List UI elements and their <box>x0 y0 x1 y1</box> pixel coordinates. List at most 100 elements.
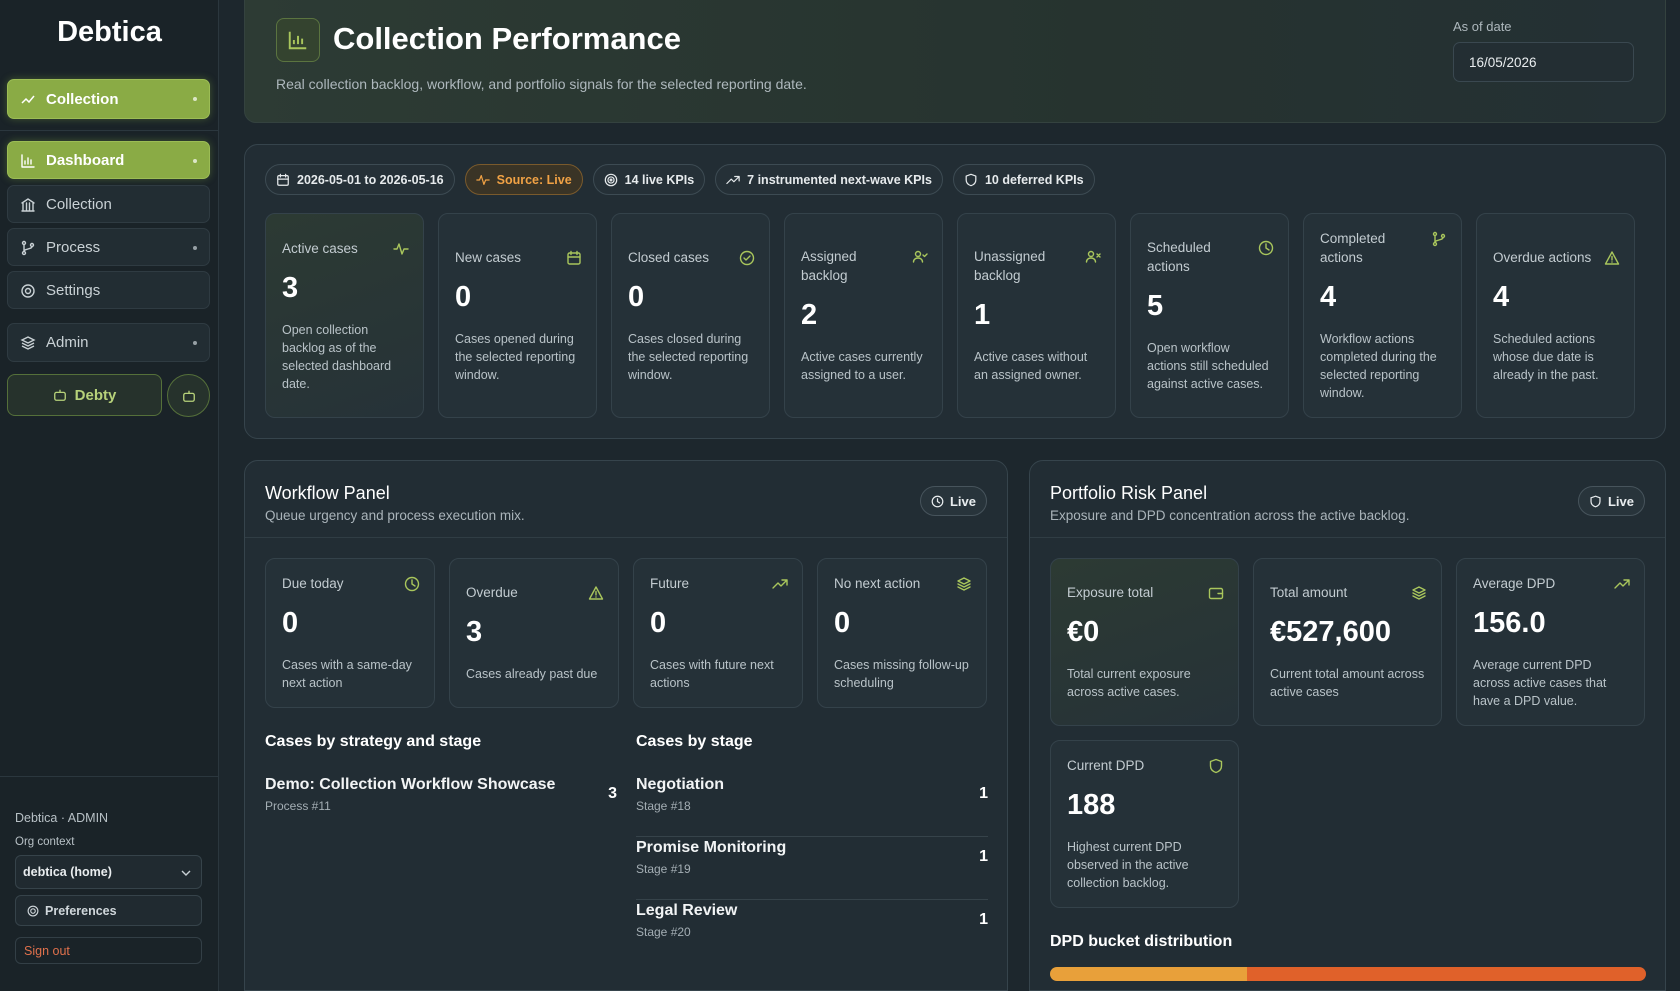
sign-out-button[interactable]: Sign out <box>15 937 202 964</box>
metric-description: Active cases without an assigned owner. <box>974 350 1088 382</box>
metric-value: 2 <box>801 299 818 331</box>
filter-chip: 10 deferred KPIs <box>952 164 1095 195</box>
assistant-icon-button[interactable] <box>167 374 210 417</box>
section-title: Cases by stage <box>636 733 753 750</box>
preferences-button[interactable]: Preferences <box>15 895 202 926</box>
row-count: 1 <box>979 785 988 802</box>
admin-button[interactable]: Admin <box>7 323 210 362</box>
row-name: Negotiation <box>636 776 724 793</box>
brand: Debtica <box>57 16 162 48</box>
metric-description: Active cases currently assigned to a use… <box>801 350 923 382</box>
metric-label: Current DPD <box>1067 758 1145 773</box>
section-title: DPD bucket distribution <box>1050 933 1233 950</box>
metric-value: €0 <box>1067 616 1100 648</box>
nav-item[interactable]: Collection <box>7 185 210 223</box>
metric-card: Active cases 3 Open collection backlog as … <box>265 213 424 418</box>
status-label: Live <box>1607 493 1634 509</box>
metric-card: Due today 0 Cases with a same-day next act… <box>265 558 435 708</box>
page-header: Collection Performance Real collection b… <box>244 0 1666 123</box>
metric-value: 0 <box>282 607 299 639</box>
metric-description: Cases opened during the selected reporti… <box>455 331 576 382</box>
metric-card: Average DPD 156.0 Average current DPD acro… <box>1456 558 1645 726</box>
portfolio-cards: Exposure total €0 Total current exposure a… <box>1050 558 1650 908</box>
filter-chip: 14 live KPIs <box>592 164 706 195</box>
metric-label: Assigned backlog <box>801 249 857 283</box>
metric-card: Current DPD 188 Highest current DPD observ… <box>1050 740 1239 908</box>
portfolio-panel: Portfolio Risk Panel Exposure and DPD co… <box>1029 460 1666 991</box>
metric-label: Active cases <box>282 240 358 256</box>
filter-chip: 2026-05-01 to 2026-05-16 <box>265 164 455 195</box>
row-count: 1 <box>979 848 988 865</box>
row-detail: Stage #19 <box>636 862 691 876</box>
panel-subtitle: Exposure and DPD concentration across th… <box>1050 508 1410 523</box>
nav-label: Process <box>46 238 101 256</box>
nav-item[interactable]: Settings <box>7 271 210 309</box>
metric-card: Overdue actions 4 Scheduled actions whose … <box>1476 213 1635 418</box>
metric-card: Assigned backlog 2 Active cases currently … <box>784 213 943 418</box>
metric-card: No next action 0 Cases missing follow-up s… <box>817 558 987 708</box>
panel-title: Workflow Panel <box>265 483 390 503</box>
metric-card: Future 0 Cases with future next actions <box>633 558 803 708</box>
row-name: Legal Review <box>636 902 738 919</box>
date-value: 16/05/2026 <box>1469 54 1537 70</box>
metric-label: Closed cases <box>628 249 710 265</box>
workflow-panel: Workflow Panel Queue urgency and process… <box>244 460 1008 991</box>
admin-label: Admin <box>46 334 89 351</box>
row-count: 3 <box>608 785 617 802</box>
kpi-panel: 2026-05-01 to 2026-05-16 Source: Live 14 l… <box>244 144 1666 439</box>
metric-value: 0 <box>834 607 851 639</box>
section-title: Cases by strategy and stage <box>265 733 482 750</box>
metric-card: Closed cases 0 Cases closed during the sel… <box>611 213 770 418</box>
metric-value: 5 <box>1147 290 1164 322</box>
metric-description: Current total amount across active cases <box>1270 667 1425 699</box>
metric-description: Cases missing follow-up scheduling <box>834 658 969 690</box>
date-input[interactable]: 16/05/2026 <box>1453 42 1634 82</box>
metric-label: Overdue <box>466 585 518 600</box>
strategy-list: Demo: Collection Workflow Showcase Proces… <box>265 774 617 837</box>
metric-label: Scheduled actions <box>1147 240 1211 274</box>
metric-label: Future <box>650 576 690 591</box>
list-row: Negotiation Stage #18 1 <box>636 774 988 837</box>
stage-list: Negotiation Stage #18 1 Promise Monitoring S… <box>636 774 988 963</box>
panel-title: Portfolio Risk Panel <box>1050 483 1208 503</box>
metric-value: 4 <box>1320 281 1337 313</box>
metric-label: New cases <box>455 249 522 265</box>
date-label: As of date <box>1453 19 1512 34</box>
sign-out-label: Sign out <box>24 943 70 958</box>
chip-label: 7 instrumented next-wave KPIs <box>747 172 932 187</box>
row-detail: Stage #20 <box>636 925 691 939</box>
metric-description: Workflow actions completed during the se… <box>1320 332 1437 400</box>
nav-item[interactable]: Dashboard <box>7 141 210 179</box>
metric-description: Scheduled actions whose due date is alre… <box>1493 331 1599 382</box>
metric-label: Overdue actions <box>1493 249 1592 265</box>
workspace-button[interactable]: Collection <box>7 79 210 119</box>
metric-description: Cases with future next actions <box>650 658 774 690</box>
workspace-label: Collection <box>46 90 119 108</box>
preferences-label: Preferences <box>45 903 117 918</box>
assistant-button[interactable]: Debty <box>7 374 162 416</box>
metric-card: Exposure total €0 Total current exposure a… <box>1050 558 1239 726</box>
metric-value: 156.0 <box>1473 607 1546 639</box>
org-label: Org context <box>15 836 75 848</box>
assistant-label: Debty <box>74 386 117 404</box>
list-row: Demo: Collection Workflow Showcase Proces… <box>265 774 617 837</box>
dpd-segment <box>1050 967 1247 981</box>
row-detail: Process #11 <box>265 799 331 813</box>
panel-subtitle: Queue urgency and process execution mix. <box>265 508 525 523</box>
metric-description: Open workflow actions still scheduled ag… <box>1147 341 1269 391</box>
metric-label: Unassigned backlog <box>974 249 1046 283</box>
status-pill: Live <box>1577 486 1645 516</box>
metric-value: 0 <box>650 607 667 639</box>
metric-card: Unassigned backlog 1 Active cases without … <box>957 213 1116 418</box>
filter-chip: Source: Live <box>464 164 583 195</box>
page-subtitle: Real collection backlog, workflow, and p… <box>276 76 807 92</box>
row-name: Promise Monitoring <box>636 839 787 856</box>
metric-description: Cases already past due <box>466 667 598 681</box>
nav-item[interactable]: Process <box>7 228 210 266</box>
nav-label: Collection <box>46 195 112 213</box>
metric-description: Open collection backlog as of the select… <box>282 322 392 391</box>
chip-label: 2026-05-01 to 2026-05-16 <box>297 172 444 187</box>
metric-label: Due today <box>282 576 344 591</box>
org-select[interactable]: debtica (home) <box>15 855 202 889</box>
row-detail: Stage #18 <box>636 799 691 813</box>
